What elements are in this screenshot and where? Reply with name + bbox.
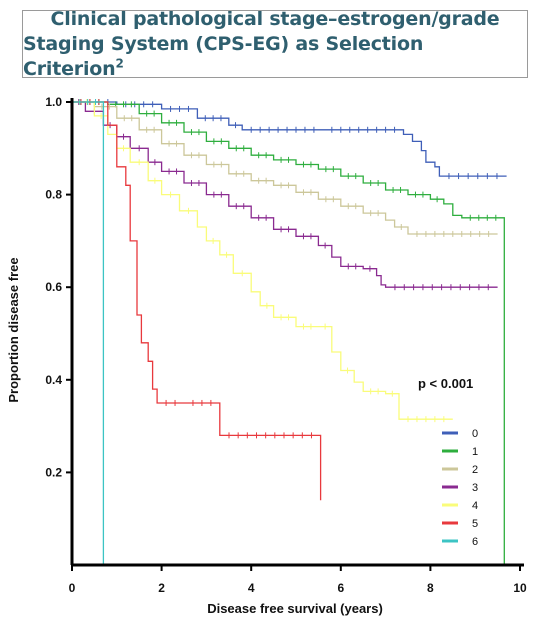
series-layer [72,99,507,565]
series-line-2 [72,101,498,235]
series-line-4 [72,101,453,420]
censor-marks-5 [80,99,312,439]
censor-marks-1 [80,99,497,221]
x-tick-label-0: 0 [69,581,76,595]
series-line-6 [72,101,105,565]
p-value-annotation: p < 0.001 [418,376,473,391]
chart-title-line1: Clinical pathological stage–estrogen/gra… [50,7,500,30]
censor-marks-6 [79,99,97,105]
legend-label-0: 0 [472,428,478,440]
y-tick-label-1: 1.0 [45,95,62,109]
y-tick-label-0.8: 0.8 [45,188,62,202]
x-tick-label-8: 8 [427,581,434,595]
legend-label-4: 4 [472,500,478,512]
chart-title-line2-text: Staging System (CPS-EG) as Selection Cri… [23,32,424,80]
chart-title-superscript: 2 [115,56,124,71]
chart-title: Clinical pathological stage–estrogen/gra… [22,7,528,80]
chart-title-line2: Staging System (CPS-EG) as Selection Cri… [23,32,527,82]
series-line-0 [72,101,507,177]
y-axis-title: Proportion disease free [6,257,21,402]
legend-label-5: 5 [472,518,478,530]
x-tick-label-6: 6 [337,581,344,595]
censor-marks-2 [78,99,490,237]
legend-label-3: 3 [472,482,478,494]
y-tick-label-0.2: 0.2 [45,465,62,479]
legend: 0 1 2 3 4 5 6 [442,428,478,548]
legend-label-6: 6 [472,536,478,548]
censor-marks-4 [78,99,445,423]
y-tick-label-0.4: 0.4 [45,373,62,387]
x-tick-label-10: 10 [513,581,527,595]
legend-label-2: 2 [472,464,478,476]
y-tick-label-0.6: 0.6 [45,280,62,294]
x-axis-title: Disease free survival (years) [207,601,383,616]
series-line-5 [72,101,322,501]
legend-label-1: 1 [472,446,478,458]
x-tick-label-4: 4 [248,581,255,595]
axes-layer: 0 2 4 6 8 100.20.40.60.81.0 [45,95,527,595]
x-tick-label-2: 2 [158,581,165,595]
